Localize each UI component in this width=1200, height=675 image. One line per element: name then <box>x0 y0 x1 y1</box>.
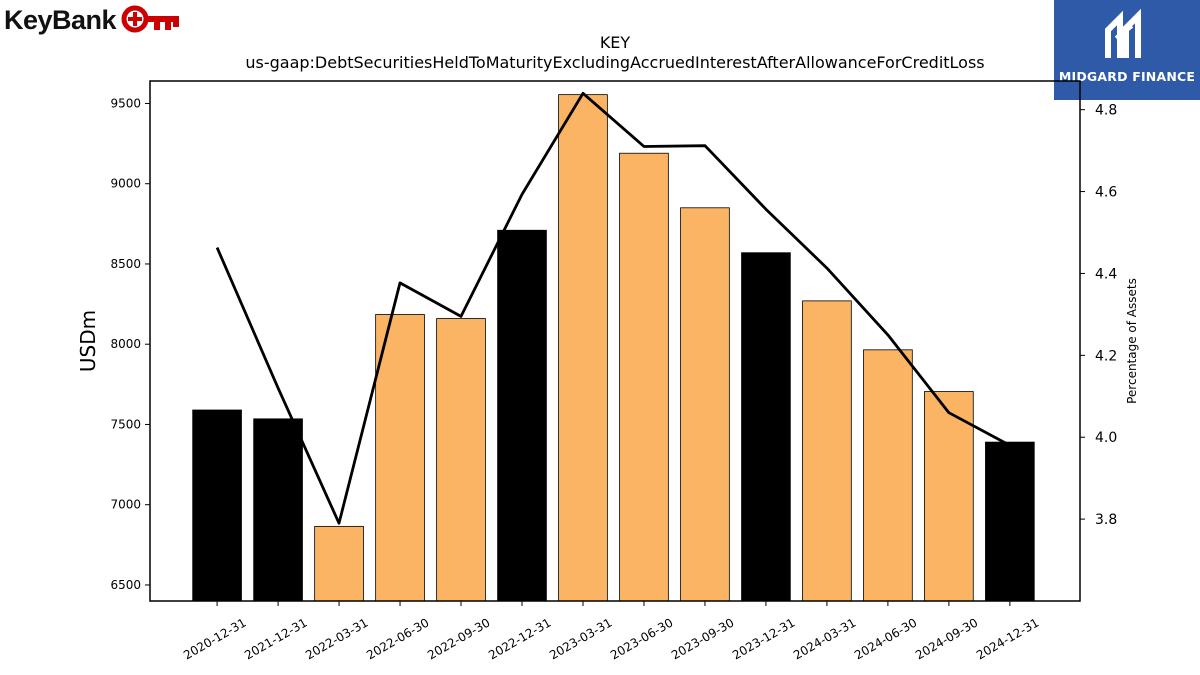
plot-frame <box>149 80 1081 602</box>
bar <box>924 391 974 602</box>
chart-title: KEY <box>600 33 631 52</box>
x-tick-label: 2022-06-30 <box>364 615 431 662</box>
y-tick-label: 9500 <box>110 96 141 110</box>
x-tick-label: 2020-12-31 <box>181 615 248 662</box>
bar <box>863 349 913 602</box>
y2-tick-label: 4.0 <box>1095 430 1117 446</box>
x-tick-label: 2024-09-30 <box>913 615 980 662</box>
bar <box>985 441 1035 602</box>
y2-axis-label: Percentage of Assets <box>1125 278 1139 404</box>
key-icon <box>121 5 180 33</box>
x-tick-label: 2024-03-31 <box>791 615 858 662</box>
y-tick-label: 8500 <box>110 257 141 271</box>
bar <box>558 94 608 602</box>
midgard-brand-text: MIDGARD FINANCE <box>1058 69 1196 84</box>
chart-subtitle: us-gaap:DebtSecuritiesHeldToMaturityExcl… <box>245 53 984 72</box>
midgard-mark-icon <box>1105 8 1141 58</box>
x-tick-label: 2023-06-30 <box>608 615 675 662</box>
bar <box>436 318 486 602</box>
x-tick-label: 2021-12-31 <box>242 615 309 662</box>
y2-tick-label: 4.8 <box>1095 103 1117 119</box>
percentage-line <box>215 91 1011 525</box>
x-tick-label: 2024-06-30 <box>852 615 919 662</box>
y-tick-label: 7000 <box>110 498 141 512</box>
bar <box>375 314 425 602</box>
x-tick-label: 2023-12-31 <box>730 615 797 662</box>
bar <box>192 409 242 602</box>
y2-tick-label: 4.4 <box>1095 266 1117 282</box>
y2-tick-label: 4.6 <box>1095 185 1117 201</box>
x-tick-label: 2022-12-31 <box>486 615 553 662</box>
y-tick-label: 7500 <box>110 417 141 431</box>
bar <box>497 229 547 602</box>
y-tick-label: 8000 <box>110 337 141 351</box>
keybank-logo: KeyBank <box>4 4 182 36</box>
y2-tick-label: 4.2 <box>1095 348 1117 364</box>
bar <box>314 525 364 602</box>
x-tick-label: 2023-09-30 <box>669 615 736 662</box>
midgard-finance-logo: MIDGARD FINANCE <box>1054 0 1200 100</box>
y2-tick-label: 3.8 <box>1095 512 1117 528</box>
bar <box>802 300 852 602</box>
bar <box>741 252 791 602</box>
x-tick-label: 2024-12-31 <box>974 615 1041 662</box>
bar <box>253 418 303 602</box>
y-tick-label: 6500 <box>110 578 141 592</box>
x-tick-label: 2022-03-31 <box>303 615 370 662</box>
y-axis-label: USDm <box>76 310 100 372</box>
keybank-wordmark: KeyBank <box>4 4 117 35</box>
bar <box>680 207 730 602</box>
x-tick-label: 2022-09-30 <box>425 615 492 662</box>
x-tick-label: 2023-03-31 <box>547 615 614 662</box>
bar <box>619 152 669 602</box>
y-tick-label: 9000 <box>110 177 141 191</box>
